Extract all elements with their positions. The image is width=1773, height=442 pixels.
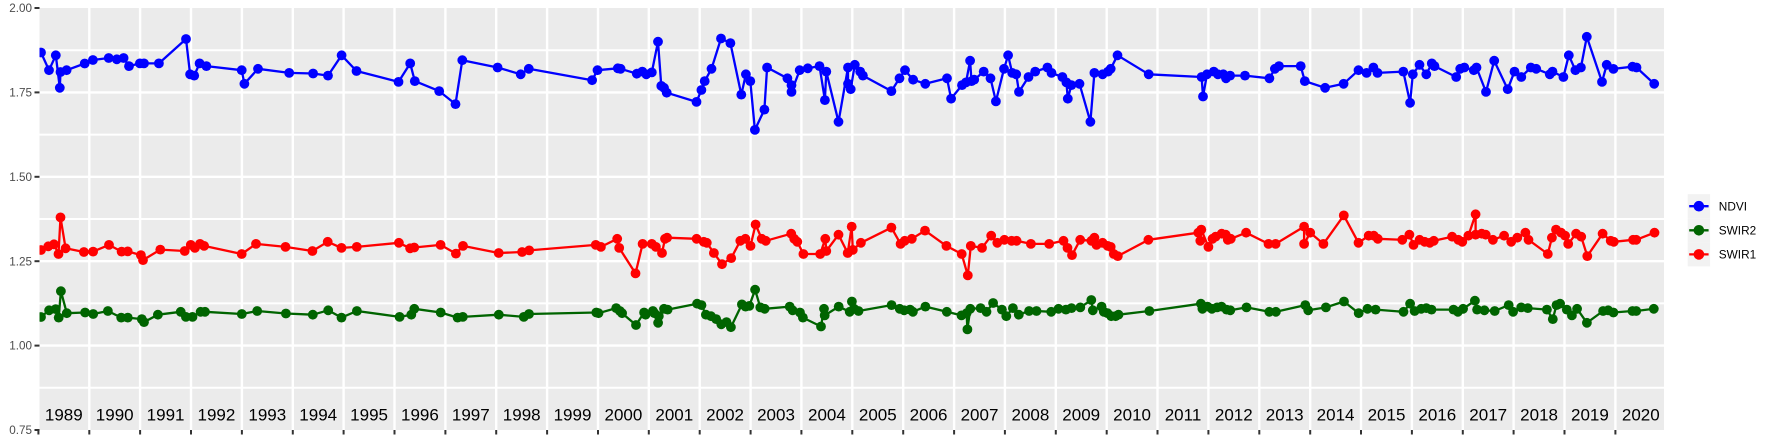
svg-text:SWIR1: SWIR1 bbox=[1719, 248, 1756, 262]
svg-text:2005: 2005 bbox=[859, 406, 897, 425]
svg-text:2000: 2000 bbox=[604, 406, 642, 425]
svg-text:2004: 2004 bbox=[808, 406, 846, 425]
svg-text:2010: 2010 bbox=[1113, 406, 1151, 425]
svg-text:2.00: 2.00 bbox=[9, 2, 32, 15]
svg-text:1.75: 1.75 bbox=[9, 87, 32, 100]
svg-text:1997: 1997 bbox=[452, 406, 490, 425]
svg-text:2007: 2007 bbox=[961, 406, 999, 425]
svg-text:2018: 2018 bbox=[1520, 406, 1558, 425]
svg-text:2016: 2016 bbox=[1418, 406, 1456, 425]
svg-text:2017: 2017 bbox=[1469, 406, 1507, 425]
svg-text:1.00: 1.00 bbox=[9, 340, 32, 353]
svg-text:0.75: 0.75 bbox=[9, 424, 32, 437]
svg-text:2015: 2015 bbox=[1368, 406, 1406, 425]
svg-text:2002: 2002 bbox=[706, 406, 744, 425]
svg-text:1.50: 1.50 bbox=[9, 171, 32, 184]
svg-text:1991: 1991 bbox=[147, 406, 185, 425]
svg-text:2003: 2003 bbox=[757, 406, 795, 425]
svg-text:1999: 1999 bbox=[554, 406, 592, 425]
svg-text:2019: 2019 bbox=[1571, 406, 1609, 425]
svg-text:1996: 1996 bbox=[401, 406, 439, 425]
svg-text:2008: 2008 bbox=[1011, 406, 1049, 425]
svg-text:2014: 2014 bbox=[1317, 406, 1355, 425]
svg-text:2001: 2001 bbox=[655, 406, 693, 425]
svg-text:SWIR2: SWIR2 bbox=[1719, 223, 1756, 237]
svg-text:1995: 1995 bbox=[350, 406, 388, 425]
svg-text:1990: 1990 bbox=[96, 406, 134, 425]
svg-text:2006: 2006 bbox=[910, 406, 948, 425]
svg-text:2013: 2013 bbox=[1266, 406, 1304, 425]
svg-text:1989: 1989 bbox=[45, 406, 83, 425]
svg-text:1992: 1992 bbox=[197, 406, 235, 425]
svg-text:2011: 2011 bbox=[1165, 406, 1202, 425]
svg-text:1998: 1998 bbox=[503, 406, 541, 425]
svg-text:1993: 1993 bbox=[248, 406, 286, 425]
svg-text:1.25: 1.25 bbox=[9, 255, 32, 268]
svg-text:2012: 2012 bbox=[1215, 406, 1253, 425]
svg-text:NDVI: NDVI bbox=[1719, 199, 1747, 213]
svg-text:2009: 2009 bbox=[1062, 406, 1100, 425]
svg-text:2020: 2020 bbox=[1622, 406, 1660, 425]
svg-text:1994: 1994 bbox=[299, 406, 337, 425]
